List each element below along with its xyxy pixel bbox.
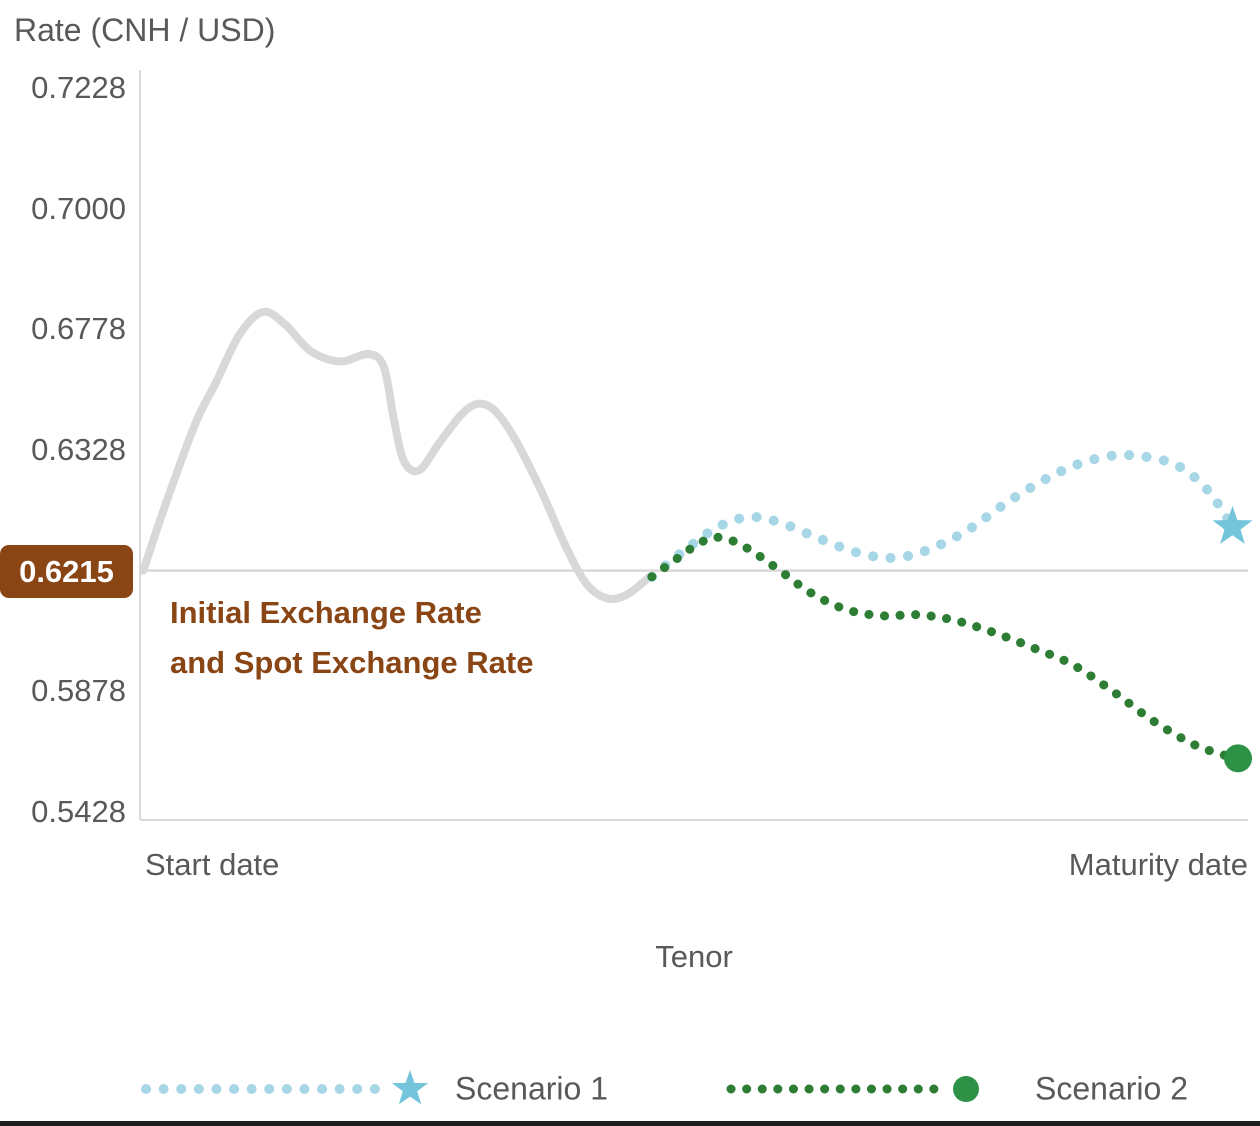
legend-label-scenario-2: Scenario 2 <box>1035 1070 1188 1107</box>
legend-star-marker-scenario-1 <box>391 1070 429 1105</box>
scenario-1-star-marker <box>1212 505 1253 544</box>
series-line-scenario-1 <box>646 449 1238 582</box>
legend-label-scenario-1: Scenario 1 <box>455 1070 608 1107</box>
scenario-2-circle-marker <box>1224 744 1253 773</box>
y-tick-0-7000: 0.7000 <box>31 191 126 226</box>
x-axis-title: Tenor <box>655 939 733 974</box>
bottom-edge-bar <box>0 1121 1260 1126</box>
annotation-line-1: Initial Exchange Rate <box>170 595 482 630</box>
y-tick-0-5878: 0.5878 <box>31 673 126 708</box>
y-axis-title: Rate (CNH / USD) <box>14 12 276 48</box>
y-tick-0-7228: 0.7228 <box>31 70 126 105</box>
annotation-line-2: and Spot Exchange Rate <box>170 645 534 680</box>
x-tick-start-date: Start date <box>145 847 280 882</box>
series-line-historical <box>139 307 654 604</box>
y-tick-0-6328: 0.6328 <box>31 432 126 467</box>
initial-rate-annotation: Initial Exchange Rate and Spot Exchange … <box>170 588 533 688</box>
y-tick-0-6778: 0.6778 <box>31 311 126 346</box>
legend-circle-marker-scenario-2 <box>953 1076 979 1102</box>
y-tick-0-5428: 0.5428 <box>31 794 126 829</box>
series-line-scenario-2 <box>647 532 1243 763</box>
initial-rate-badge: 0.6215 <box>0 545 133 598</box>
x-tick-maturity-date: Maturity date <box>1068 847 1248 882</box>
